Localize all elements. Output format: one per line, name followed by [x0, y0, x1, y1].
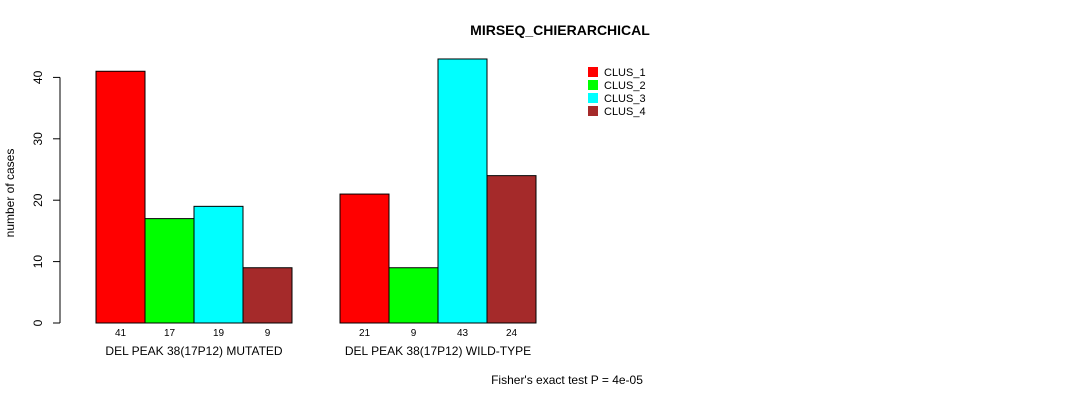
- bar-clus-2-group-1: [144, 218, 195, 324]
- legend-label: CLUS_4: [604, 106, 646, 118]
- legend-swatch: [588, 93, 598, 103]
- group-label: DEL PEAK 38(17P12) MUTATED: [105, 344, 283, 358]
- bar-count-labels: 41 17 19 9 21 9 43 24: [115, 328, 518, 339]
- bar-clus-1-group-1: [95, 70, 146, 324]
- group-labels: DEL PEAK 38(17P12) MUTATED DEL PEAK 38(17…: [105, 344, 531, 358]
- bar-count-label: 24: [506, 328, 518, 339]
- legend-label: CLUS_3: [604, 93, 646, 105]
- bar-clus-4-group-2: [486, 175, 537, 324]
- bar-clus-1-group-2: [339, 193, 390, 324]
- legend-label: CLUS_2: [604, 80, 646, 92]
- legend-swatch: [588, 80, 598, 90]
- bar-count-label: 19: [213, 328, 225, 339]
- bar-count-label: 9: [265, 328, 271, 339]
- bar-clus-3-group-1: [193, 205, 244, 324]
- bar-count-label: 21: [359, 328, 371, 339]
- legend-swatch: [588, 67, 598, 77]
- bar-count-label: 17: [164, 328, 176, 339]
- y-tick-label: 30: [31, 132, 45, 146]
- y-axis: 0 10 20 30 40: [31, 70, 61, 326]
- footnote: Fisher's exact test P = 4e-05: [491, 373, 643, 387]
- y-tick-label: 0: [31, 319, 45, 326]
- y-axis-label: number of cases: [3, 149, 17, 238]
- legend-label: CLUS_1: [604, 67, 646, 79]
- y-tick-label: 20: [31, 193, 45, 207]
- bar-count-label: 41: [115, 328, 127, 339]
- legend-swatch: [588, 106, 598, 116]
- bar-count-label: 9: [411, 328, 417, 339]
- bar-clus-2-group-2: [388, 267, 439, 324]
- bar-clus-4-group-1: [242, 267, 293, 324]
- y-tick-label: 40: [31, 70, 45, 84]
- bar-clus-3-group-2: [437, 58, 488, 324]
- bars: [95, 58, 537, 324]
- group-label: DEL PEAK 38(17P12) WILD-TYPE: [345, 344, 531, 358]
- chart-title: MIRSEQ_CHIERARCHICAL: [470, 22, 650, 38]
- bar-count-label: 43: [457, 328, 469, 339]
- y-tick-label: 10: [31, 255, 45, 269]
